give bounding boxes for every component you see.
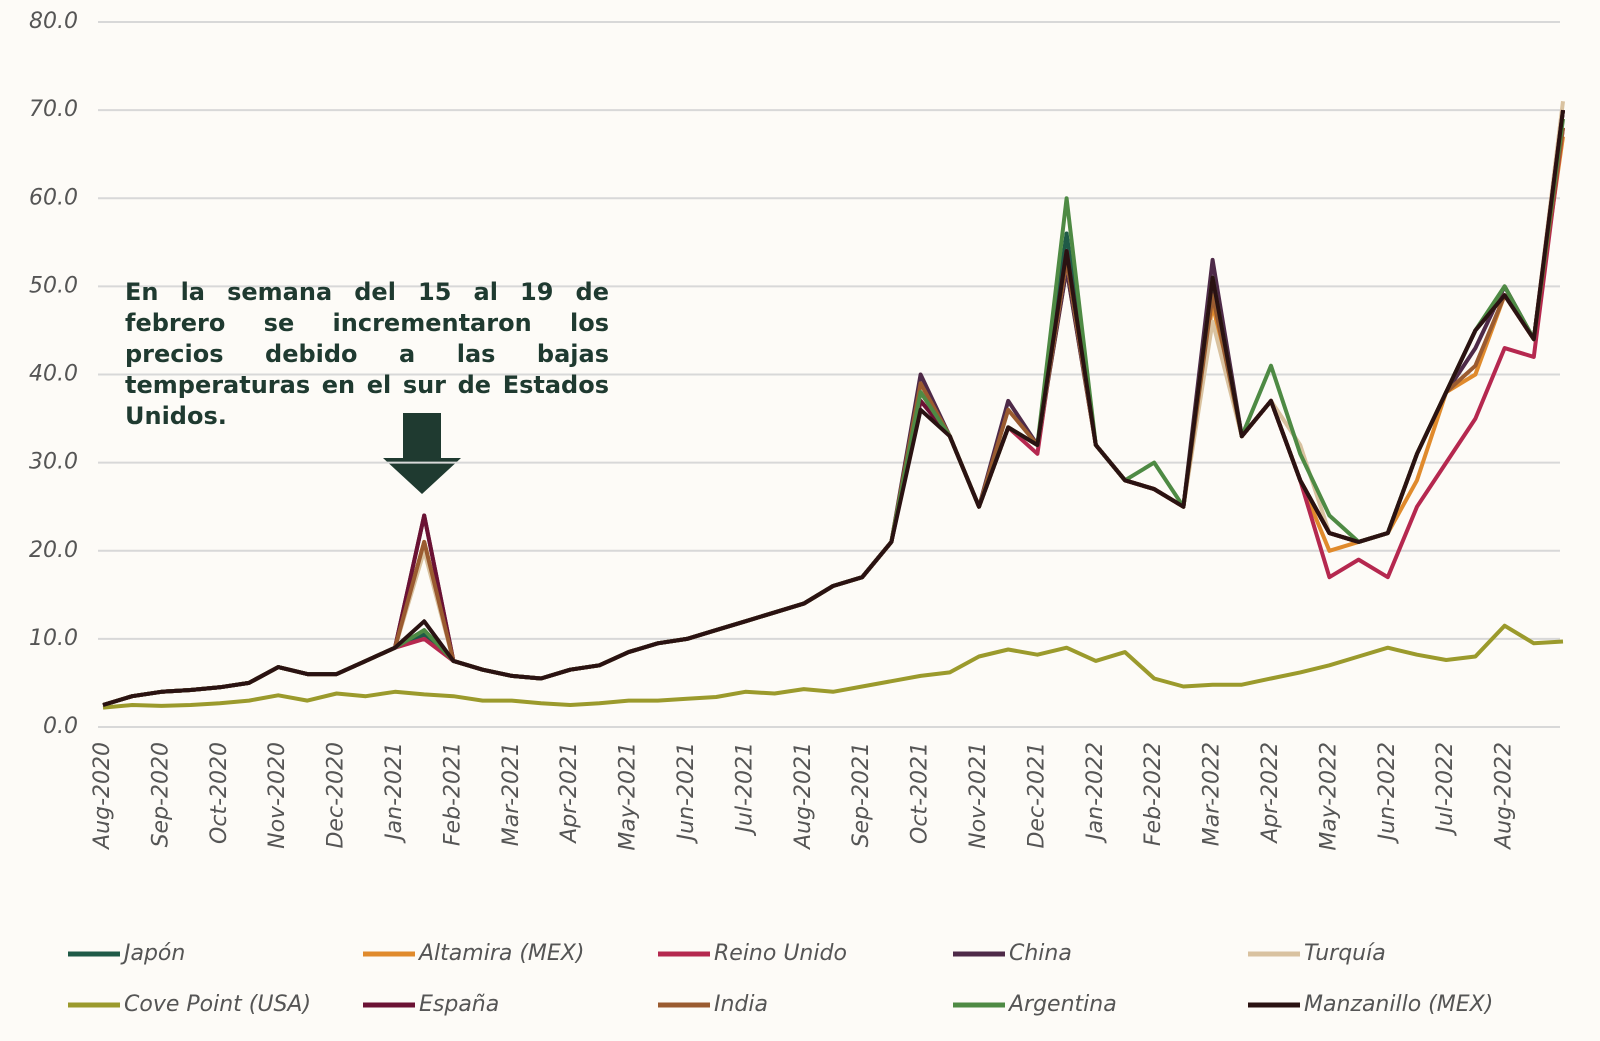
x-tick-label: Sep-2020 bbox=[148, 742, 173, 847]
x-tick-label: Jul-2022 bbox=[1433, 742, 1458, 836]
x-tick-label: Mar-2022 bbox=[1200, 742, 1225, 846]
legend-label: España bbox=[419, 992, 499, 1017]
legend-label: Cove Point (USA) bbox=[124, 992, 311, 1017]
x-tick-label: May-2021 bbox=[616, 742, 641, 851]
y-tick-label: 0.0 bbox=[43, 714, 78, 739]
legend-label: India bbox=[714, 992, 768, 1017]
y-tick-label: 60.0 bbox=[29, 185, 78, 210]
x-tick-label: Oct-2020 bbox=[207, 742, 232, 844]
series-line bbox=[102, 623, 1564, 710]
y-tick-label: 70.0 bbox=[29, 97, 78, 122]
legend-label: Altamira (MEX) bbox=[417, 941, 584, 966]
x-tick-label: Dec-2021 bbox=[1024, 742, 1049, 849]
legend-label: Argentina bbox=[1007, 992, 1117, 1017]
x-tick-label: Mar-2021 bbox=[499, 742, 524, 846]
legend-label: Japón bbox=[120, 941, 185, 966]
y-tick-label: 40.0 bbox=[29, 362, 78, 387]
x-tick-label: Dec-2020 bbox=[324, 742, 349, 849]
x-tick-label: Jul-2021 bbox=[732, 742, 757, 836]
x-tick-label: Nov-2021 bbox=[966, 742, 991, 849]
legend-label: Turquía bbox=[1304, 941, 1386, 966]
y-tick-label: 30.0 bbox=[29, 450, 78, 475]
x-tick-label: Jan-2021 bbox=[382, 742, 407, 844]
x-tick-label: May-2022 bbox=[1316, 742, 1341, 851]
x-tick-label: Jun-2022 bbox=[1375, 742, 1400, 844]
x-tick-label: Feb-2022 bbox=[1141, 742, 1166, 846]
x-tick-label: Aug-2021 bbox=[791, 742, 816, 851]
x-tick-label: Oct-2021 bbox=[908, 742, 933, 844]
legend-label: Manzanillo (MEX) bbox=[1304, 992, 1493, 1017]
arrow bbox=[383, 413, 461, 494]
y-tick-label: 10.0 bbox=[29, 626, 78, 651]
x-tick-label: Nov-2020 bbox=[265, 742, 290, 849]
annotation: En la semana del 15 al 19 de febrero se … bbox=[125, 278, 609, 430]
x-tick-label: Aug-2022 bbox=[1492, 742, 1517, 851]
legend-label: China bbox=[1009, 941, 1072, 966]
x-tick-label: Sep-2021 bbox=[849, 742, 874, 847]
x-tick-label: Jun-2021 bbox=[674, 742, 699, 844]
x-tick-label: Aug-2020 bbox=[90, 742, 115, 851]
legend-label: Reino Unido bbox=[714, 941, 847, 966]
x-tick-label: Jan-2022 bbox=[1083, 742, 1108, 844]
y-tick-label: 80.0 bbox=[29, 9, 78, 34]
y-tick-label: 50.0 bbox=[29, 273, 78, 298]
series-line bbox=[102, 109, 1565, 707]
x-tick-label: Apr-2021 bbox=[557, 742, 582, 845]
x-tick-label: Apr-2022 bbox=[1258, 742, 1283, 845]
x-tick-label: Feb-2021 bbox=[440, 742, 465, 846]
y-tick-label: 20.0 bbox=[29, 538, 78, 563]
